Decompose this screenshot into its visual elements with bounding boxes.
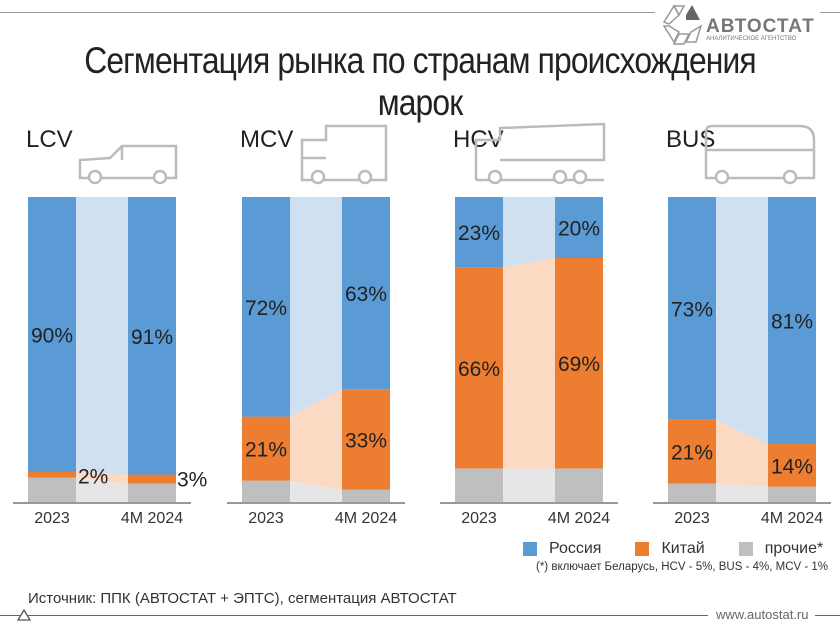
x-tick-label: 2023 <box>248 510 284 527</box>
x-tick-label: 2023 <box>674 510 710 527</box>
data-label: 14% <box>771 455 813 478</box>
bar-segment-прочие* <box>555 468 603 502</box>
bar-segment-Китай <box>668 419 716 484</box>
bar-segment-Россия <box>128 197 176 475</box>
bar-segment-Китай <box>768 444 816 487</box>
wheel-icon <box>487 169 503 185</box>
bar-segment-Россия <box>455 197 503 268</box>
x-tick-label: 4M 2024 <box>548 510 610 527</box>
legend-label: Китай <box>661 540 705 557</box>
wheel-icon <box>552 169 568 185</box>
wheel-icon <box>782 169 798 185</box>
connector-band <box>716 197 768 445</box>
stacked-bar-charts: LCV 90% 2% 2023 91% 3% 4M 2024 MCV 72% 21% 2023 63%… <box>13 122 831 527</box>
connector-band <box>716 419 768 487</box>
wheel-icon <box>572 169 588 185</box>
connector-band <box>76 471 128 484</box>
website-link[interactable]: www.autostat.ru <box>716 607 809 622</box>
connector-band <box>503 197 555 268</box>
data-label: 20% <box>558 218 600 241</box>
legend-item-other: прочие* <box>738 540 824 558</box>
bar-segment-прочие* <box>128 483 176 502</box>
bar-segment-Россия <box>668 197 716 420</box>
bar-segment-прочие* <box>28 477 76 502</box>
x-tick-label: 4M 2024 <box>335 510 397 527</box>
data-label: 33% <box>345 429 387 452</box>
data-label: 3% <box>177 469 207 492</box>
x-tick-label: 4M 2024 <box>761 510 823 527</box>
x-tick-label: 4M 2024 <box>121 510 183 527</box>
bar-segment-прочие* <box>242 480 290 502</box>
bar-segment-Россия <box>342 197 390 390</box>
logo-name: АВТОСТАТ <box>706 16 815 37</box>
data-label: 72% <box>245 297 287 320</box>
connector-band <box>290 389 342 490</box>
autostat-logo-icon <box>662 4 703 45</box>
data-label: 23% <box>458 222 500 245</box>
legend-item-russia: Россия <box>523 540 601 558</box>
bar-segment-Китай <box>28 471 76 478</box>
connector-band <box>716 483 768 502</box>
connector-band <box>503 468 555 502</box>
bar-segment-Китай <box>242 416 290 481</box>
connector-band <box>76 197 128 475</box>
legend-swatch <box>738 542 753 556</box>
vehicle-icon <box>704 124 816 180</box>
legend-swatch <box>635 542 650 556</box>
bar-segment-прочие* <box>768 486 816 502</box>
chart-title: LCV <box>26 126 73 153</box>
data-label: 63% <box>345 283 387 306</box>
chart-title: MCV <box>240 126 293 153</box>
bar-segment-Россия <box>242 197 290 417</box>
bar-segment-Китай <box>455 267 503 469</box>
data-label: 81% <box>771 311 813 334</box>
legend: Россия Китай прочие* <box>523 540 840 558</box>
data-label: 91% <box>131 326 173 349</box>
connector-band <box>290 480 342 502</box>
logo-subtitle: АНАЛИТИЧЕСКОЕ АГЕНТСТВО <box>706 36 797 42</box>
footer-rule-left <box>0 615 708 616</box>
data-label: 66% <box>458 358 500 381</box>
bar-segment-Россия <box>555 197 603 258</box>
connector-band <box>290 197 342 417</box>
bar-segment-прочие* <box>342 489 390 502</box>
legend-label: прочие* <box>764 540 824 557</box>
wheel-icon <box>152 169 168 185</box>
bar-segment-Китай <box>555 258 603 469</box>
connector-band <box>503 258 555 469</box>
x-tick-label: 2023 <box>461 510 497 527</box>
wheel-icon <box>87 169 103 185</box>
wheel-icon <box>357 169 373 185</box>
legend-item-china: Китай <box>635 540 705 558</box>
bar-segment-Россия <box>28 197 76 472</box>
bar-segment-прочие* <box>455 468 503 502</box>
bar-segment-Россия <box>768 197 816 445</box>
bar-segment-Китай <box>128 474 176 484</box>
header-rule-left <box>0 12 655 13</box>
bar-segment-Китай <box>342 389 390 490</box>
data-label: 2% <box>78 466 108 489</box>
bar-segment-прочие* <box>668 483 716 502</box>
data-label: 21% <box>671 442 713 465</box>
header-rule-right <box>820 12 840 13</box>
vehicle-icon <box>78 144 178 180</box>
data-label: 90% <box>31 324 73 347</box>
footer-triangle-icon <box>17 609 31 621</box>
footnote: (*) включает Беларусь, HCV - 5%, BUS - 4… <box>536 561 829 573</box>
x-tick-label: 2023 <box>34 510 70 527</box>
wheel-icon <box>310 169 326 185</box>
data-label: 73% <box>671 298 713 321</box>
legend-label: Россия <box>549 540 602 557</box>
source-text: Источник: ППК (АВТОСТАТ + ЭПТС), сегмент… <box>28 590 457 607</box>
wheel-icon <box>714 169 730 185</box>
vehicle-icon <box>300 124 388 182</box>
connector-band <box>76 477 128 502</box>
footer-rule-right <box>815 615 840 616</box>
data-label: 21% <box>245 439 287 462</box>
page-title: Сегментация рынка по странам происхожден… <box>84 40 756 123</box>
legend-swatch <box>523 542 537 556</box>
data-label: 69% <box>558 353 600 376</box>
